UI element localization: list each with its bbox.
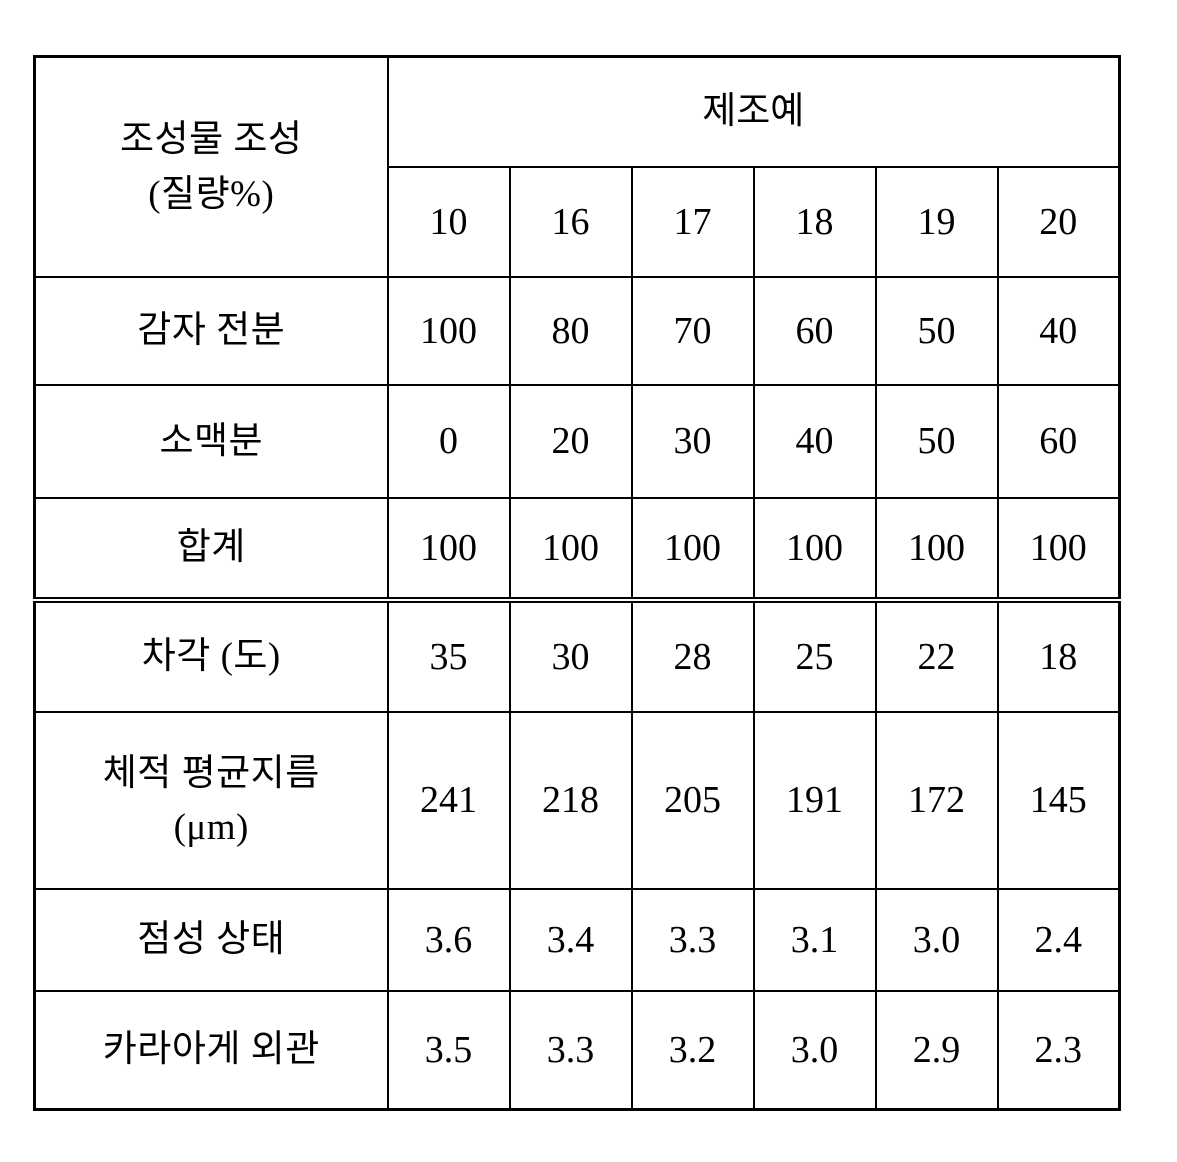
cell-6-0: 3.5 [388,991,510,1109]
cell-0-0: 100 [388,277,510,385]
cell-5-0: 3.6 [388,889,510,991]
cell-5-4: 3.0 [876,889,998,991]
cell-3-3: 25 [754,600,876,712]
cell-1-1: 20 [510,385,632,498]
table-row: 체적 평균지름 (μm) 241 218 205 191 172 145 [35,712,1120,889]
table-row: 차각 (도) 35 30 28 25 22 18 [35,600,1120,712]
table-row: 소맥분 0 20 30 40 50 60 [35,385,1120,498]
cell-1-5: 60 [998,385,1120,498]
column-header-4: 19 [876,167,998,277]
cell-3-0: 35 [388,600,510,712]
row-label-4-line2: (μm) [36,805,387,850]
row-label-0: 감자 전분 [35,277,388,385]
cell-4-4: 172 [876,712,998,889]
header-group-title: 제조예 [388,57,1120,168]
cell-6-1: 3.3 [510,991,632,1109]
cell-3-2: 28 [632,600,754,712]
cell-3-5: 18 [998,600,1120,712]
column-header-0: 10 [388,167,510,277]
table-row: 합계 100 100 100 100 100 100 [35,498,1120,600]
row-label-5: 점성 상태 [35,889,388,991]
row-label-6: 카라아게 외관 [35,991,388,1109]
cell-1-2: 30 [632,385,754,498]
cell-2-1: 100 [510,498,632,600]
cell-6-2: 3.2 [632,991,754,1109]
row-label-4-line1: 체적 평균지름 [36,751,387,796]
table-row: 카라아게 외관 3.5 3.3 3.2 3.0 2.9 2.3 [35,991,1120,1109]
header-composition-label-line2: (질량%) [36,172,387,217]
cell-6-5: 2.3 [998,991,1120,1109]
cell-5-1: 3.4 [510,889,632,991]
cell-1-0: 0 [388,385,510,498]
cell-1-3: 40 [754,385,876,498]
cell-3-1: 30 [510,600,632,712]
header-composition-label-line1: 조성물 조성 [36,117,387,162]
cell-6-3: 3.0 [754,991,876,1109]
cell-1-4: 50 [876,385,998,498]
row-label-4: 체적 평균지름 (μm) [35,712,388,889]
cell-0-4: 50 [876,277,998,385]
cell-5-5: 2.4 [998,889,1120,991]
cell-4-1: 218 [510,712,632,889]
composition-table-container: 조성물 조성 (질량%) 제조예 10 16 17 18 19 20 감자 전분… [33,55,1118,1103]
cell-2-2: 100 [632,498,754,600]
cell-4-0: 241 [388,712,510,889]
cell-0-5: 40 [998,277,1120,385]
table-row: 감자 전분 100 80 70 60 50 40 [35,277,1120,385]
cell-0-3: 60 [754,277,876,385]
row-label-2: 합계 [35,498,388,600]
header-composition-label: 조성물 조성 (질량%) [35,57,388,278]
column-header-2: 17 [632,167,754,277]
table-header-row-group: 조성물 조성 (질량%) 제조예 [35,57,1120,168]
cell-0-2: 70 [632,277,754,385]
cell-5-3: 3.1 [754,889,876,991]
cell-4-2: 205 [632,712,754,889]
cell-4-5: 145 [998,712,1120,889]
cell-2-0: 100 [388,498,510,600]
cell-3-4: 22 [876,600,998,712]
cell-0-1: 80 [510,277,632,385]
cell-2-3: 100 [754,498,876,600]
cell-2-4: 100 [876,498,998,600]
row-label-1: 소맥분 [35,385,388,498]
column-header-3: 18 [754,167,876,277]
table-row: 점성 상태 3.6 3.4 3.3 3.1 3.0 2.4 [35,889,1120,991]
row-label-3: 차각 (도) [35,600,388,712]
composition-table: 조성물 조성 (질량%) 제조예 10 16 17 18 19 20 감자 전분… [33,55,1121,1111]
cell-5-2: 3.3 [632,889,754,991]
cell-4-3: 191 [754,712,876,889]
cell-2-5: 100 [998,498,1120,600]
column-header-5: 20 [998,167,1120,277]
cell-6-4: 2.9 [876,991,998,1109]
column-header-1: 16 [510,167,632,277]
